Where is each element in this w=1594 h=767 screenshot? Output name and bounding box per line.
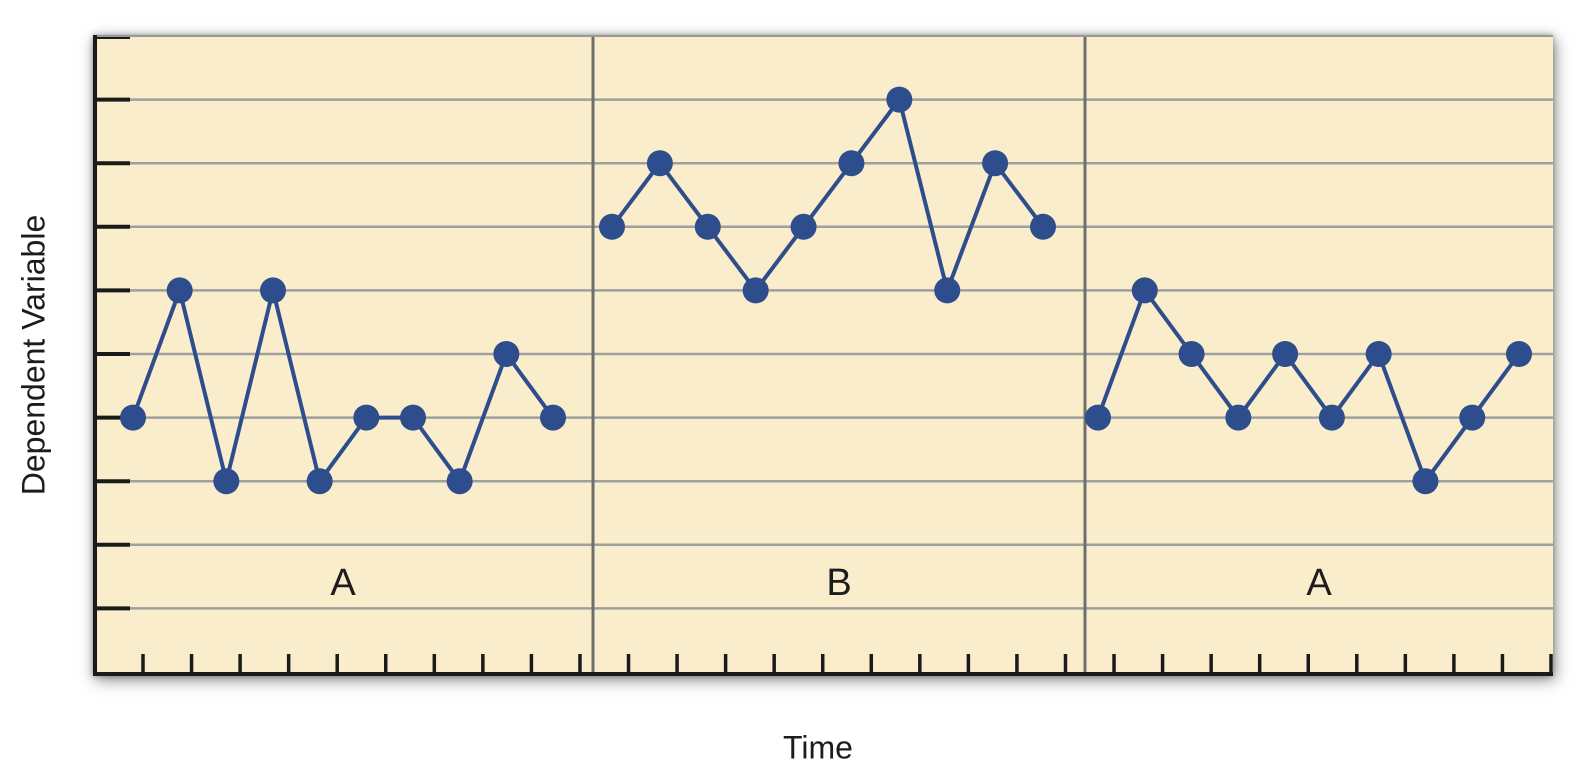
data-point	[646, 150, 673, 177]
y-axis-label: Dependent Variable	[15, 214, 52, 496]
data-point	[1412, 468, 1439, 495]
data-point	[982, 150, 1009, 177]
data-point	[120, 404, 146, 431]
series-phase-2	[599, 86, 1056, 304]
data-point	[1459, 404, 1486, 431]
data-point	[934, 277, 961, 304]
data-point	[1085, 404, 1111, 431]
chart-canvas	[93, 35, 1553, 676]
data-point	[790, 213, 817, 240]
x-axis-label: Time	[783, 729, 853, 766]
phase-label-baseline-1: A	[330, 562, 356, 604]
data-point	[306, 468, 333, 495]
y-gridlines	[93, 98, 1553, 610]
data-point	[213, 468, 240, 495]
data-point	[540, 404, 566, 431]
data-point	[260, 277, 286, 304]
phase-dividers	[591, 35, 1087, 672]
series-phase-1	[120, 277, 566, 495]
data-point	[599, 213, 625, 240]
data-point	[493, 341, 520, 367]
plot-area: A B A	[93, 35, 1553, 676]
data-point	[446, 468, 473, 495]
data-point	[1272, 341, 1299, 367]
data-point	[1365, 341, 1392, 367]
data-point	[400, 404, 426, 431]
phase-label-baseline-2: A	[1306, 562, 1332, 604]
data-point	[166, 277, 193, 304]
phase-label-treatment: B	[826, 562, 852, 604]
data-point	[353, 404, 380, 431]
data-point	[694, 213, 721, 240]
data-point	[1506, 341, 1532, 367]
data-point	[1318, 404, 1345, 431]
series-phase-3	[1085, 277, 1532, 495]
data-point	[886, 86, 913, 113]
data-point	[838, 150, 865, 177]
data-point	[742, 277, 769, 304]
data-point	[1178, 341, 1205, 367]
data-point	[1131, 277, 1158, 304]
data-point	[1030, 213, 1056, 240]
data-point	[1225, 404, 1252, 431]
